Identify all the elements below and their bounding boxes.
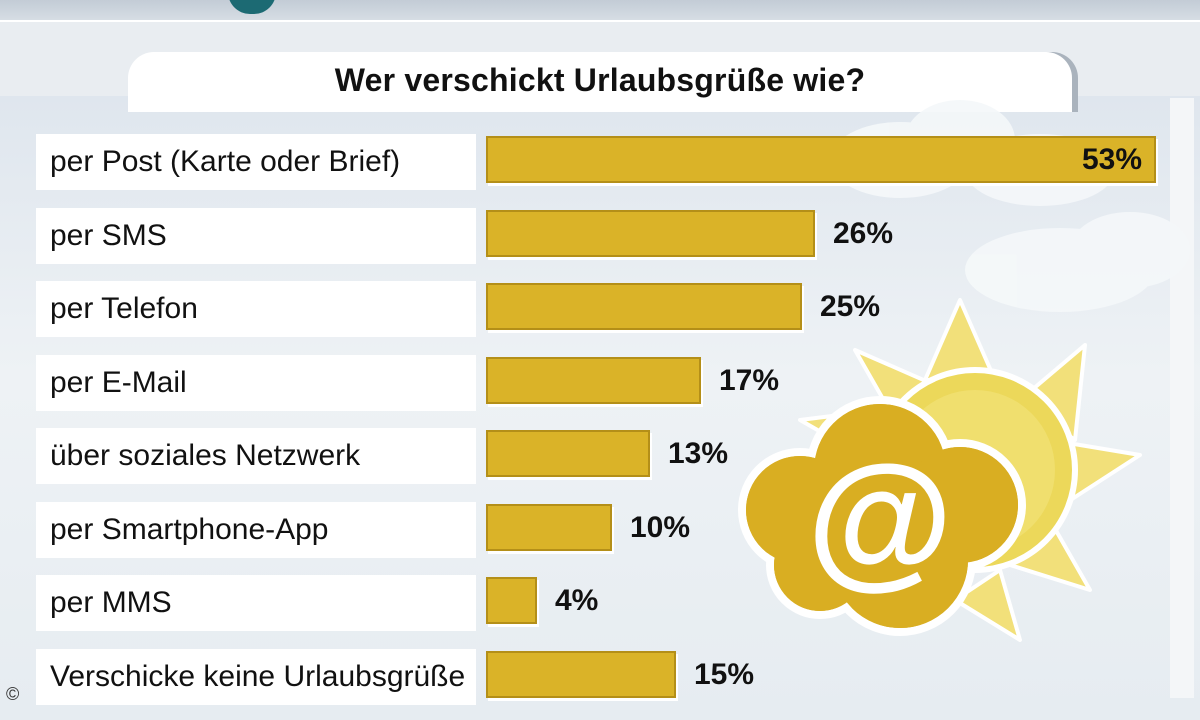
category-label: per Smartphone-App bbox=[36, 502, 476, 558]
category-label: per MMS bbox=[36, 575, 476, 631]
bar bbox=[486, 210, 815, 257]
faint-cloud-icon bbox=[830, 100, 1190, 312]
header-fragment bbox=[228, 0, 276, 14]
bar bbox=[486, 357, 701, 404]
category-label: per Telefon bbox=[36, 281, 476, 337]
bar bbox=[486, 651, 676, 698]
value-label: 26% bbox=[833, 217, 894, 250]
bar bbox=[486, 136, 1156, 183]
value-label: 10% bbox=[630, 511, 691, 544]
category-label: per E-Mail bbox=[36, 355, 476, 411]
category-label: Verschicke keine Urlaubsgrüße bbox=[36, 649, 476, 705]
copyright-mark: © bbox=[6, 684, 20, 704]
category-label: über soziales Netzwerk bbox=[36, 428, 476, 484]
value-label: 15% bbox=[694, 658, 755, 691]
value-label: 13% bbox=[668, 437, 729, 470]
value-label: 17% bbox=[719, 364, 780, 397]
chart-title: Wer verschickt Urlaubsgrüße wie? bbox=[334, 62, 866, 98]
title-tab bbox=[128, 52, 1072, 112]
value-label: 25% bbox=[820, 290, 881, 323]
category-label: per SMS bbox=[36, 208, 476, 264]
value-label: 53% bbox=[1081, 143, 1142, 176]
category-label: per Post (Karte oder Brief) bbox=[36, 134, 476, 190]
bar bbox=[486, 577, 537, 624]
value-label: 4% bbox=[555, 584, 599, 617]
at-sign-cloud-icon: @ bbox=[738, 396, 1026, 636]
bar bbox=[486, 504, 612, 551]
bar bbox=[486, 430, 650, 477]
right-edge-panel bbox=[1170, 98, 1194, 698]
svg-text:@: @ bbox=[807, 434, 953, 602]
bar bbox=[486, 283, 802, 330]
top-band bbox=[0, 0, 1200, 22]
